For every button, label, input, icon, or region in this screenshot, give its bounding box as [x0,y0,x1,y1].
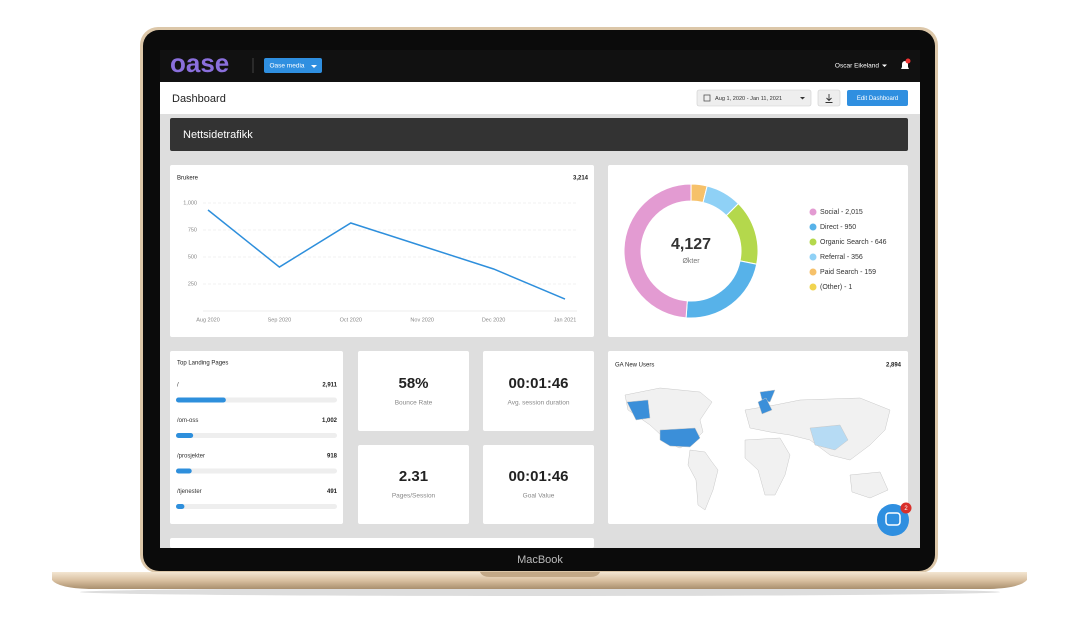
row-value: 918 [327,454,338,460]
legend-swatch [809,238,817,246]
donut-total: 4,127 [671,236,711,253]
card [358,445,469,524]
card-total: 2,894 [886,363,902,369]
legend-label: Social - 2,015 [820,209,863,216]
stat-label: Goal Value [523,493,555,500]
account-button-label: Oase media [269,63,304,70]
legend-swatch [809,283,817,291]
caret [882,64,887,67]
card [483,351,594,431]
chat-badge [900,502,912,514]
line-series [207,209,566,300]
user-menu[interactable]: Oscar Eikeland [835,63,879,70]
x-tick-label: Jan 2021 [554,317,577,323]
edit-dashboard-label: Edit Dashboard [857,96,898,102]
bar-track [176,468,337,474]
bar [176,504,185,509]
chat-icon [885,512,901,526]
date-range: Aug 1, 2020 - Jan 11, 2021 [715,96,782,102]
bar [176,468,192,474]
bar [176,397,226,403]
x-tick-label: Dec 2020 [482,317,506,323]
chat-button[interactable] [877,504,909,536]
legend-swatch [809,253,817,261]
logo: oase [170,48,229,78]
row-label: /tjenester [177,489,202,495]
shadow [80,588,1000,596]
chat-badge-count: 2 [904,506,908,512]
row-label: / [177,383,179,389]
row-label: /om-oss [177,418,198,424]
usa [659,427,701,448]
notch [480,572,600,577]
card-total: 3,214 [573,176,589,182]
stat-value: 00:01:46 [508,375,568,392]
card-title: Top Landing Pages [177,361,228,367]
row-value: 2,911 [322,383,337,389]
date-range-button[interactable] [696,89,812,107]
x-tick-label: Oct 2020 [340,317,362,323]
page-title: Dashboard [172,93,226,105]
south-america [687,449,719,511]
x-tick-label: Sep 2020 [268,317,292,323]
calendar-icon [703,94,711,102]
alaska [626,399,651,421]
bar-track [176,433,337,438]
legend-label: Organic Search - 646 [820,239,887,246]
base [52,572,1027,589]
y-tick-label: 1,000 [183,200,197,206]
y-tick-label: 500 [188,254,197,260]
device-label: MacBook [517,554,563,566]
stat-label: Pages/Session [392,493,436,500]
card-title: GA New Users [615,363,654,369]
bar-track [176,504,337,509]
account-button[interactable] [264,58,322,73]
stat-value: 2.31 [399,468,428,485]
x-tick-label: Nov 2020 [410,317,434,323]
legend-label: Paid Search - 159 [820,269,876,276]
card [170,538,594,548]
section-banner [170,118,908,151]
bell-badge [905,58,911,64]
legend-label: Referral - 356 [820,254,863,261]
stat-value: 58% [398,375,428,392]
section-title: Nettsidetrafikk [183,129,253,141]
africa [744,437,791,496]
legend-label: Direct - 950 [820,224,856,231]
download-icon [825,94,833,103]
china [809,424,849,451]
world-map [624,387,891,511]
legend-swatch [809,268,817,276]
edit-dashboard-button[interactable] [847,90,908,106]
caret [800,97,805,100]
legend-swatch [809,223,817,231]
donut-caption: Økter [682,258,700,265]
row-value: 491 [327,489,338,495]
bar [176,433,194,438]
stat-value: 00:01:46 [508,468,568,485]
y-tick-label: 750 [188,227,197,233]
stat-label: Bounce Rate [395,400,433,407]
row-value: 1,002 [322,418,338,424]
legend-label: (Other) - 1 [820,284,852,291]
card [483,445,594,524]
australia [849,471,889,499]
x-tick-label: Aug 2020 [196,317,220,323]
norway [757,397,773,415]
stat-label: Avg. session duration [507,400,569,407]
donut-slice [623,183,692,319]
y-tick-label: 250 [188,281,197,287]
card [358,351,469,431]
legend-swatch [809,208,817,216]
row-label: /prosjekter [177,454,205,460]
caret [311,65,317,68]
card-title: Brukere [177,176,199,182]
card [170,165,594,337]
